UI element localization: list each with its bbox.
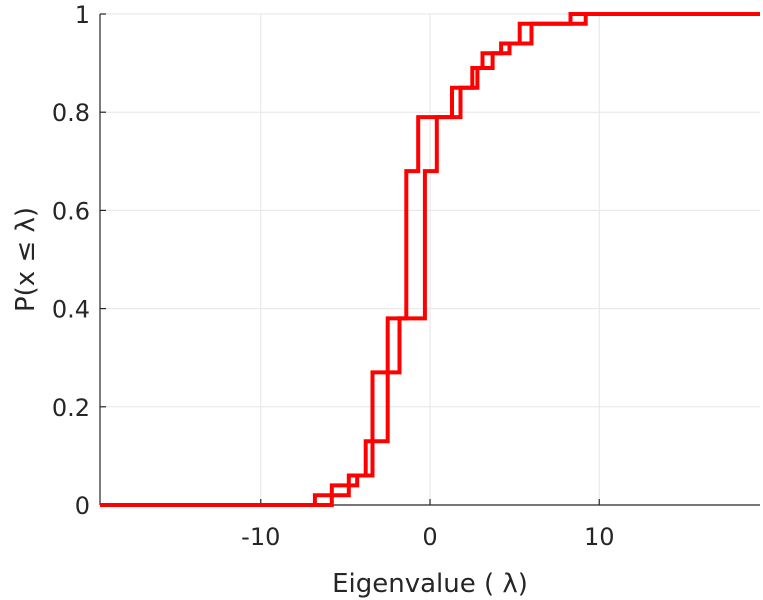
y-tick-label: 0	[75, 492, 90, 520]
cdf-series-line-1	[100, 12, 760, 507]
y-tick-label: 0.6	[52, 197, 90, 225]
x-tick-label: 10	[584, 523, 615, 551]
y-tick-label: 0.2	[52, 394, 90, 422]
y-tick-label: 0.4	[52, 296, 90, 324]
y-tick-label: 0.8	[52, 99, 90, 127]
tick-labels: -10 0 10 0 0.2 0.4 0.6 0.8 1	[52, 1, 615, 551]
cdf-series-line-2	[100, 12, 760, 507]
grid	[100, 13, 760, 506]
x-axis-title: Eigenvalue ( λ)	[332, 569, 528, 599]
series	[100, 12, 760, 507]
y-tick-label: 1	[75, 1, 90, 29]
y-axis-title: P(x ≤ λ)	[11, 207, 41, 312]
x-tick-label: -10	[241, 523, 280, 551]
x-tick-label: 0	[422, 523, 437, 551]
